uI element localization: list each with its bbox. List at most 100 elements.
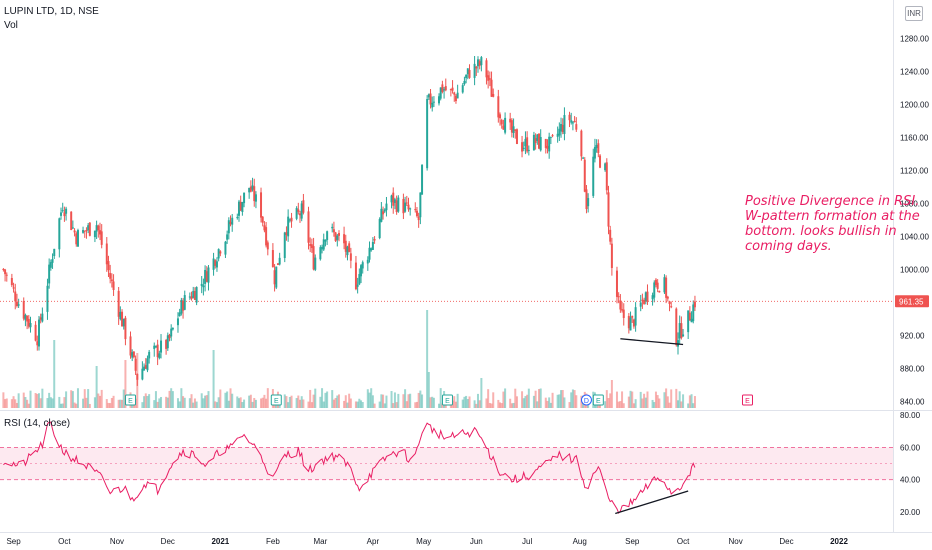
candle-body[interactable] bbox=[693, 301, 696, 308]
candle-body[interactable] bbox=[346, 246, 349, 256]
candle-body[interactable] bbox=[343, 234, 346, 244]
candle-body[interactable] bbox=[429, 93, 432, 105]
candle-body[interactable] bbox=[597, 143, 600, 153]
last-price-badge[interactable] bbox=[895, 295, 929, 308]
candle-body[interactable] bbox=[49, 262, 52, 268]
candle-body[interactable] bbox=[444, 86, 447, 91]
candle-body[interactable] bbox=[309, 244, 312, 246]
candle-body[interactable] bbox=[478, 61, 481, 66]
candle-body[interactable] bbox=[524, 138, 527, 147]
candle-body[interactable] bbox=[348, 243, 351, 252]
candle-body[interactable] bbox=[302, 200, 305, 213]
candle-body[interactable] bbox=[61, 210, 64, 212]
candle-body[interactable] bbox=[188, 296, 191, 298]
candle-body[interactable] bbox=[522, 147, 525, 150]
candle-body[interactable] bbox=[666, 296, 669, 299]
candle-body[interactable] bbox=[417, 216, 420, 221]
candle-body[interactable] bbox=[373, 239, 376, 241]
candle-body[interactable] bbox=[534, 138, 537, 143]
candle-body[interactable] bbox=[651, 295, 654, 300]
candle-body[interactable] bbox=[604, 163, 607, 171]
candle-body[interactable] bbox=[285, 232, 288, 236]
candle-body[interactable] bbox=[122, 318, 125, 327]
candle-body[interactable] bbox=[509, 118, 512, 123]
candle-body[interactable] bbox=[395, 200, 398, 212]
candle-body[interactable] bbox=[165, 340, 168, 349]
candle-body[interactable] bbox=[297, 209, 300, 212]
candle-body[interactable] bbox=[690, 318, 693, 323]
candle-body[interactable] bbox=[380, 208, 383, 222]
candle-body[interactable] bbox=[63, 212, 66, 217]
candle-body[interactable] bbox=[71, 227, 74, 229]
candle-body[interactable] bbox=[24, 314, 27, 320]
candle-body[interactable] bbox=[82, 230, 85, 233]
candle-body[interactable] bbox=[156, 344, 159, 358]
candle-body[interactable] bbox=[273, 270, 276, 285]
candle-body[interactable] bbox=[75, 233, 78, 245]
candle-body[interactable] bbox=[617, 296, 620, 298]
price-trendline[interactable] bbox=[620, 338, 684, 346]
divergence-annotation[interactable]: Positive Divergence in RSI. W-pattern fo… bbox=[745, 194, 925, 254]
candle-body[interactable] bbox=[358, 274, 361, 285]
candle-body[interactable] bbox=[360, 265, 363, 277]
candle-body[interactable] bbox=[166, 335, 169, 349]
candle-body[interactable] bbox=[192, 290, 195, 298]
candle-body[interactable] bbox=[100, 231, 103, 245]
candle-body[interactable] bbox=[10, 278, 13, 286]
candle-body[interactable] bbox=[595, 144, 598, 149]
candle-body[interactable] bbox=[121, 311, 124, 327]
candle-body[interactable] bbox=[110, 279, 113, 282]
candle-body[interactable] bbox=[15, 301, 18, 307]
candle-body[interactable] bbox=[665, 277, 668, 298]
candle-body[interactable] bbox=[331, 226, 334, 229]
candle-body[interactable] bbox=[176, 318, 179, 326]
candle-body[interactable] bbox=[527, 149, 530, 151]
candle-body[interactable] bbox=[378, 219, 381, 239]
candle-body[interactable] bbox=[337, 233, 340, 236]
candle-body[interactable] bbox=[485, 60, 488, 78]
candle-body[interactable] bbox=[432, 101, 435, 103]
candle-body[interactable] bbox=[409, 208, 412, 210]
candle-body[interactable] bbox=[158, 353, 161, 359]
candle-body[interactable] bbox=[243, 192, 246, 204]
candle-body[interactable] bbox=[487, 75, 490, 81]
candle-body[interactable] bbox=[627, 315, 630, 329]
candle-body[interactable] bbox=[449, 89, 452, 91]
candle-body[interactable] bbox=[560, 124, 563, 132]
candle-body[interactable] bbox=[465, 74, 468, 79]
candle-body[interactable] bbox=[275, 266, 278, 288]
candle-body[interactable] bbox=[88, 222, 91, 236]
candle-body[interactable] bbox=[475, 66, 478, 69]
candle-body[interactable] bbox=[51, 259, 54, 263]
candle-body[interactable] bbox=[536, 134, 539, 141]
candle-body[interactable] bbox=[231, 217, 234, 225]
candle-body[interactable] bbox=[266, 242, 269, 250]
candle-body[interactable] bbox=[619, 300, 622, 310]
candle-body[interactable] bbox=[29, 323, 32, 328]
candle-body[interactable] bbox=[271, 250, 274, 267]
candle-body[interactable] bbox=[558, 128, 561, 136]
candle-body[interactable] bbox=[178, 312, 181, 317]
candle-body[interactable] bbox=[587, 198, 590, 207]
candle-body[interactable] bbox=[212, 258, 215, 270]
candle-body[interactable] bbox=[678, 323, 681, 339]
candle-body[interactable] bbox=[39, 317, 42, 320]
candle-body[interactable] bbox=[237, 201, 240, 216]
candle-body[interactable] bbox=[515, 129, 518, 144]
candle-body[interactable] bbox=[539, 137, 542, 151]
candle-body[interactable] bbox=[532, 134, 535, 151]
rsi-trendline[interactable] bbox=[615, 490, 689, 515]
candle-body[interactable] bbox=[632, 319, 635, 327]
candle-body[interactable] bbox=[366, 259, 369, 264]
candle-body[interactable] bbox=[265, 227, 268, 246]
candle-body[interactable] bbox=[148, 351, 151, 359]
candle-body[interactable] bbox=[205, 271, 208, 282]
candle-body[interactable] bbox=[85, 230, 88, 232]
candle-body[interactable] bbox=[239, 201, 242, 211]
candle-body[interactable] bbox=[207, 267, 210, 283]
candle-body[interactable] bbox=[109, 272, 112, 279]
candle-body[interactable] bbox=[112, 281, 115, 291]
candle-body[interactable] bbox=[143, 366, 146, 371]
candle-body[interactable] bbox=[563, 115, 566, 134]
candle-body[interactable] bbox=[512, 126, 515, 134]
